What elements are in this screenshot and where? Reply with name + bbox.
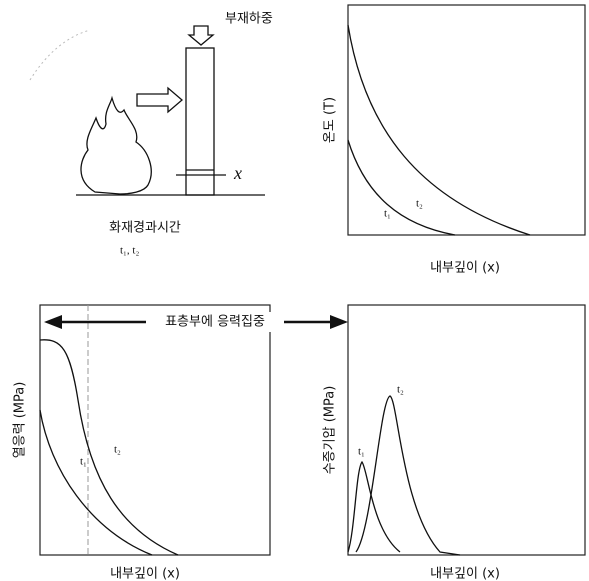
times: t₁, t₂ bbox=[120, 245, 139, 257]
curve-label: t₂ bbox=[114, 444, 121, 456]
caption: 화재경과시간 bbox=[109, 221, 181, 236]
x-label: 내부깊이 (x) bbox=[110, 567, 180, 581]
diagram: 부재하중 x 화재경과시간 t₁, t₂ 온도 (T) 내부깊이 (x) t₁ … bbox=[0, 0, 589, 581]
curve-t1 bbox=[40, 410, 152, 555]
x-label: 내부깊이 (x) bbox=[430, 567, 500, 581]
annotation: 표층부에 응력집중 bbox=[165, 315, 265, 330]
curve-label: t₁ bbox=[358, 446, 365, 458]
x-label: 내부깊이 (x) bbox=[430, 261, 500, 276]
load-label: 부재하중 bbox=[225, 12, 273, 27]
curve-t2 bbox=[348, 25, 530, 235]
depth-symbol: x bbox=[233, 163, 242, 183]
plot-frame bbox=[40, 305, 270, 555]
y-label: 수증기압 (MPa) bbox=[323, 386, 338, 475]
y-label: 열응력 (MPa) bbox=[13, 382, 28, 459]
y-label: 온도 (T) bbox=[323, 97, 338, 143]
curve-t2 bbox=[356, 396, 460, 555]
curve-label: t₂ bbox=[397, 384, 404, 396]
plot-frame bbox=[348, 305, 585, 555]
fire-illustration bbox=[30, 26, 265, 195]
curve-label: t₂ bbox=[416, 198, 423, 210]
curve-t2 bbox=[40, 340, 178, 555]
curve-t1 bbox=[348, 140, 455, 235]
curve-label: t₁ bbox=[80, 456, 87, 468]
curve-label: t₁ bbox=[384, 208, 391, 220]
